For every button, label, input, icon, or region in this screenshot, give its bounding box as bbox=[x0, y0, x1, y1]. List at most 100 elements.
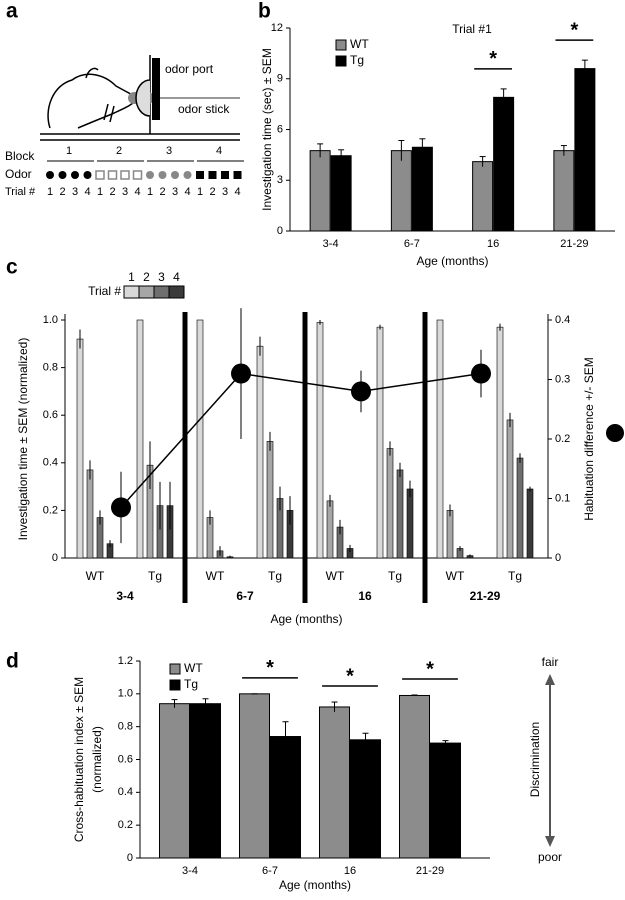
bar bbox=[270, 736, 301, 859]
mouse-whisker bbox=[103, 103, 115, 123]
block-label: 4 bbox=[216, 145, 222, 157]
bar bbox=[136, 319, 144, 559]
trial-label: 1 bbox=[147, 186, 153, 198]
arrow-head bbox=[545, 836, 555, 847]
y-tick-label: 0.2 bbox=[43, 504, 58, 516]
y-tick-label: 0.8 bbox=[118, 721, 133, 733]
trial-label: 2 bbox=[109, 186, 115, 198]
bar bbox=[309, 150, 331, 232]
y-tick-label: 0 bbox=[277, 225, 283, 237]
x-tick-label: Tg bbox=[268, 569, 282, 583]
y-axis-label: Investigation time (sec) ± SEM bbox=[260, 48, 274, 211]
x-tick-label: 21-29 bbox=[560, 238, 588, 250]
group-label: 6-7 bbox=[236, 589, 254, 603]
bar bbox=[446, 510, 454, 559]
bar bbox=[436, 319, 444, 559]
legend-label: Tg bbox=[184, 677, 198, 691]
bar bbox=[496, 326, 504, 559]
legend-swatch bbox=[335, 55, 347, 67]
y2-axis-label: Habituation difference +/- SEM bbox=[582, 357, 596, 521]
odor-symbol bbox=[95, 170, 105, 180]
odor-symbol bbox=[233, 171, 242, 179]
panel-label: b bbox=[258, 0, 271, 23]
x-tick-label: WT bbox=[326, 569, 345, 583]
bar bbox=[376, 326, 384, 559]
odor-symbol bbox=[71, 171, 79, 179]
bar bbox=[406, 488, 414, 559]
legend-swatch bbox=[335, 39, 347, 51]
block-label: 3 bbox=[166, 145, 172, 157]
y-tick-label: 0.1 bbox=[555, 492, 570, 504]
x-tick-label: 21-29 bbox=[416, 865, 444, 877]
x-tick-label: WT bbox=[446, 569, 465, 583]
legend-label: WT bbox=[184, 661, 203, 675]
x-tick-label: 3-4 bbox=[323, 238, 339, 250]
x-tick-label: WT bbox=[206, 569, 225, 583]
bar bbox=[516, 457, 524, 559]
y-tick-label: 9 bbox=[277, 73, 283, 85]
bar bbox=[493, 96, 515, 232]
y-tick-label: 0 bbox=[127, 852, 133, 864]
bar bbox=[350, 739, 381, 859]
panel-label: c bbox=[6, 256, 18, 279]
annotation: Discrimination bbox=[528, 722, 542, 797]
odor-symbol bbox=[221, 171, 229, 179]
bar bbox=[266, 441, 274, 559]
x-tick-label: 6-7 bbox=[262, 865, 278, 877]
bar bbox=[190, 703, 221, 859]
bar bbox=[526, 488, 534, 559]
arrow-head bbox=[545, 674, 555, 685]
odor-symbol bbox=[196, 171, 204, 179]
trial-label: 3 bbox=[222, 186, 228, 198]
bar bbox=[256, 345, 264, 559]
y-tick-label: 3 bbox=[277, 174, 283, 186]
x-tick-label: WT bbox=[86, 569, 105, 583]
odor-symbol bbox=[132, 170, 143, 180]
odor-symbol bbox=[146, 171, 154, 179]
y-tick-label: 0 bbox=[555, 552, 561, 564]
odor-symbol bbox=[83, 171, 92, 179]
x-tick-label: 16 bbox=[487, 238, 499, 250]
schematic-label: odor port bbox=[165, 62, 214, 76]
bar bbox=[316, 322, 324, 559]
trial-label: 2 bbox=[59, 186, 65, 198]
odor-symbol bbox=[208, 171, 217, 179]
group-label: 16 bbox=[358, 589, 372, 603]
odor-symbol bbox=[183, 171, 192, 179]
y-axis-label: Investigation time ± SEM (normalized) bbox=[16, 338, 30, 541]
bar bbox=[196, 319, 204, 559]
trial-label: 4 bbox=[84, 186, 90, 198]
line-point bbox=[231, 363, 251, 384]
x-axis-label: Age (months) bbox=[416, 254, 488, 268]
odor-symbol bbox=[107, 170, 118, 180]
y-tick-label: 1.0 bbox=[118, 688, 133, 700]
trial-label: 3 bbox=[72, 186, 78, 198]
trial-label: 1 bbox=[47, 186, 53, 198]
y-tick-label: 0.4 bbox=[43, 457, 58, 469]
y-tick-label: 0.2 bbox=[555, 433, 570, 445]
bar bbox=[430, 742, 461, 859]
line-legend-marker bbox=[606, 424, 624, 442]
legend-swatch bbox=[169, 663, 181, 675]
bar bbox=[472, 161, 494, 232]
x-tick-label: Tg bbox=[148, 569, 162, 583]
y-tick-label: 0.3 bbox=[555, 373, 570, 385]
bar bbox=[386, 448, 394, 559]
significance-star: * bbox=[489, 48, 497, 70]
bar bbox=[506, 419, 514, 559]
significance-star: * bbox=[426, 658, 434, 680]
odor-symbol bbox=[58, 171, 67, 179]
trial-label: 2 bbox=[159, 186, 165, 198]
y-tick-label: 0.6 bbox=[118, 753, 133, 765]
bar bbox=[76, 338, 84, 559]
odor-symbol bbox=[158, 171, 167, 179]
trial-label: 3 bbox=[172, 186, 178, 198]
bar bbox=[159, 703, 190, 859]
y-tick-label: 0 bbox=[52, 552, 58, 564]
legend-swatch bbox=[123, 285, 140, 299]
bar bbox=[574, 68, 596, 232]
x-tick-label: 3-4 bbox=[182, 865, 198, 877]
block-label: 1 bbox=[66, 145, 72, 157]
legend-label: Tg bbox=[350, 53, 364, 67]
